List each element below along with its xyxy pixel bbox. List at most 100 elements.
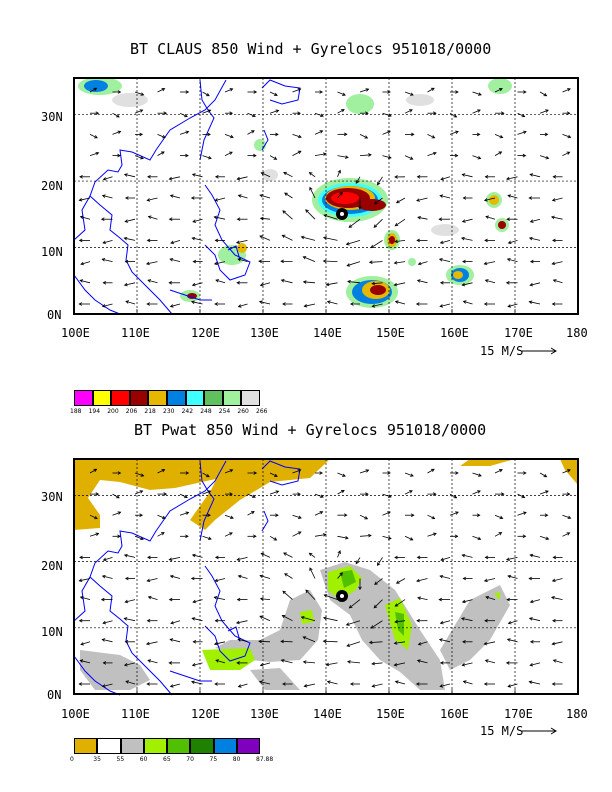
wind-vector [427,533,437,537]
coastline-segment [73,460,227,622]
wind-vector [461,618,473,622]
wind-vector-head [235,240,240,244]
wind-vector [507,195,518,199]
wind-vector-head [325,662,330,667]
wind-vector [562,134,571,138]
wind-vector [440,240,451,244]
wind-vector-head [505,281,510,285]
wind-vector-head [214,618,219,623]
wind-vector [247,511,255,516]
wind-vector-head [168,661,173,665]
wind-vector [462,218,473,223]
wind-vector [485,659,496,664]
wind-vector-head [387,471,391,475]
wind-vector-head [326,300,331,304]
wind-vector [89,152,99,156]
wind-vector-head [260,552,265,557]
coastline-segment [227,245,241,261]
wind-vector-head [94,515,98,520]
colorbar-tick-label: 55 [116,756,125,763]
panel2-wind-vectors [78,468,572,688]
wind-vector-head [416,279,421,283]
wind-vector-head [550,215,555,220]
wind-vector-head [529,663,534,667]
coastline-segment [261,79,301,105]
wind-vector [530,173,541,178]
wind-vector [170,258,181,262]
wind-vector-head [79,279,84,283]
coastline-segment [89,195,173,315]
wind-vector-head [455,90,459,94]
wind-vector [472,472,482,477]
wind-vector-head [507,684,512,688]
wind-vector [309,172,316,178]
panel1-cloud-shading [78,77,512,308]
wind-vector-head [433,492,437,496]
wind-vector-head [95,532,100,536]
wind-vector [191,301,203,305]
wind-vector [404,91,414,96]
wind-vector-head [190,680,195,684]
wind-vector [146,641,158,645]
wind-vector-head [373,224,378,228]
wind-vector [224,469,233,474]
wind-vector [192,237,203,241]
wind-vector-head [253,534,257,539]
wind-vector-head [147,595,152,600]
wind-vector-head [323,616,327,620]
wind-vector [355,176,361,184]
wind-vector [439,258,451,262]
p1-lat-0: 0N [47,308,62,322]
wind-vector-head [505,661,510,665]
wind-vector-head [259,235,264,239]
wind-vector-head [364,516,369,520]
wind-vector-head [146,238,151,243]
wind-vector [418,641,428,645]
wind-vector-head [229,532,233,536]
wind-vector-head [387,155,392,160]
wind-vector-head [282,682,286,686]
wind-vector-head [79,659,84,663]
wind-vector [359,535,372,537]
wind-vector-head [499,88,503,92]
coastline-segment [199,460,215,542]
wind-vector-head [552,238,556,243]
wind-vector-head [251,130,255,134]
wind-vector-head [371,281,376,286]
wind-vector [462,662,473,666]
wind-vector [551,596,563,600]
wind-vector-head [102,557,107,562]
wind-vector-head [93,468,98,473]
wind-vector-head [322,236,327,240]
wind-vector-head [102,177,107,181]
wind-vector [337,155,349,158]
wind-vector-head [190,300,195,304]
wind-vector [303,661,316,664]
wind-vector-head [100,597,105,602]
wind-vector [202,155,212,159]
wind-vector [134,109,143,114]
wind-vector [348,218,361,228]
wind-vector-head [237,194,242,198]
wind-vector-head [348,224,353,228]
wind-vector-head [260,172,265,176]
wind-vector [337,109,345,114]
wind-vector-head [184,113,188,118]
wind-vector [382,535,392,539]
wind-vector-head [346,643,351,647]
panel1-wind-vectors [78,87,572,308]
wind-vector [215,279,226,284]
wind-vector-head [358,206,362,210]
wind-vector [369,261,383,263]
wind-vector-head [410,473,414,477]
wind-vector [148,216,158,220]
wind-vector-head [484,555,489,560]
wind-vector-head [94,135,98,139]
coastline-segment [204,565,251,662]
wind-vector-head [507,304,512,308]
wind-vector [562,469,571,474]
wind-vector [260,575,271,579]
wind-vector [508,620,518,624]
p1-lat-30: 30N [41,110,63,124]
wind-vector [214,216,226,220]
